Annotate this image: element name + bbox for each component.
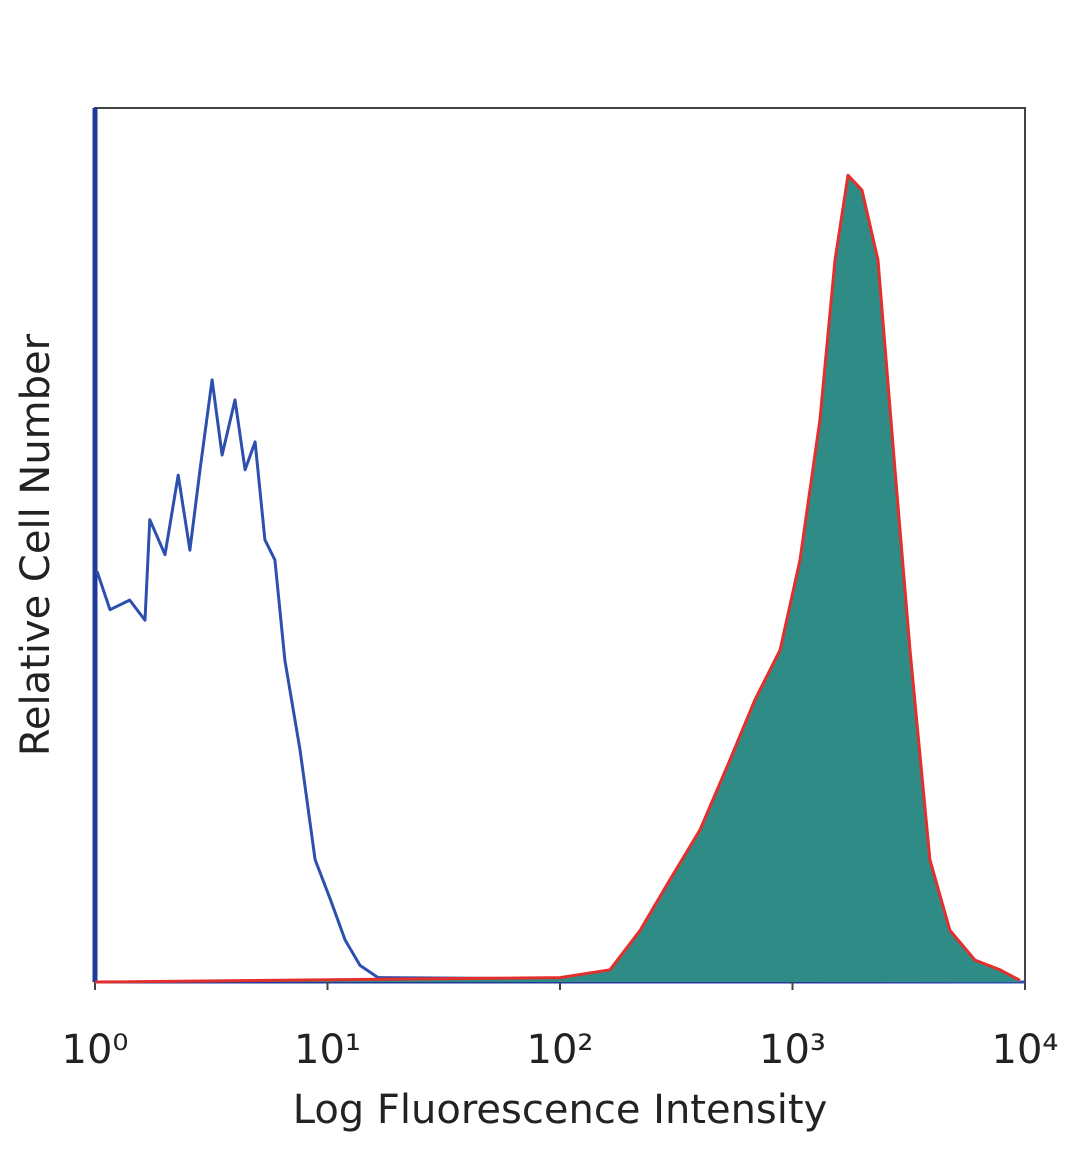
y-axis-label: Relative Cell Number (13, 333, 59, 756)
histogram-line (95, 378, 1026, 984)
x-tick-label: 10⁰ (62, 1027, 129, 1073)
x-tick-label: 10⁴ (992, 1027, 1059, 1073)
x-tick-label: 10² (527, 1027, 594, 1073)
histogram-area (95, 175, 1020, 983)
x-tick-label: 10³ (759, 1027, 826, 1073)
x-tick-label: 10¹ (294, 1027, 361, 1073)
histogram-line (94, 173, 1021, 984)
x-axis-label: Log Fluorescence Intensity (293, 1087, 828, 1133)
